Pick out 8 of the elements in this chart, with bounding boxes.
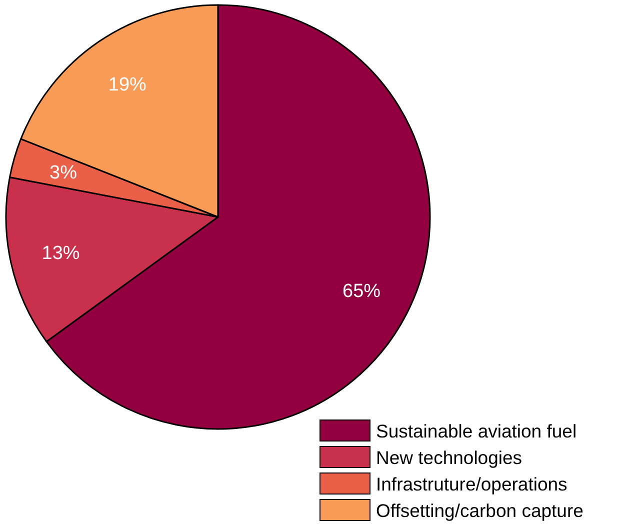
legend-label: Sustainable aviation fuel	[376, 420, 577, 442]
data-label: 3%	[50, 162, 78, 184]
data-label: 19%	[108, 74, 147, 96]
legend-label: New technologies	[376, 446, 522, 468]
legend-label: Infrastruture/operations	[376, 473, 568, 494]
data-label: 65%	[342, 280, 381, 302]
legend-label: Offsetting/carbon capture	[376, 500, 584, 521]
data-label: 13%	[42, 242, 80, 264]
